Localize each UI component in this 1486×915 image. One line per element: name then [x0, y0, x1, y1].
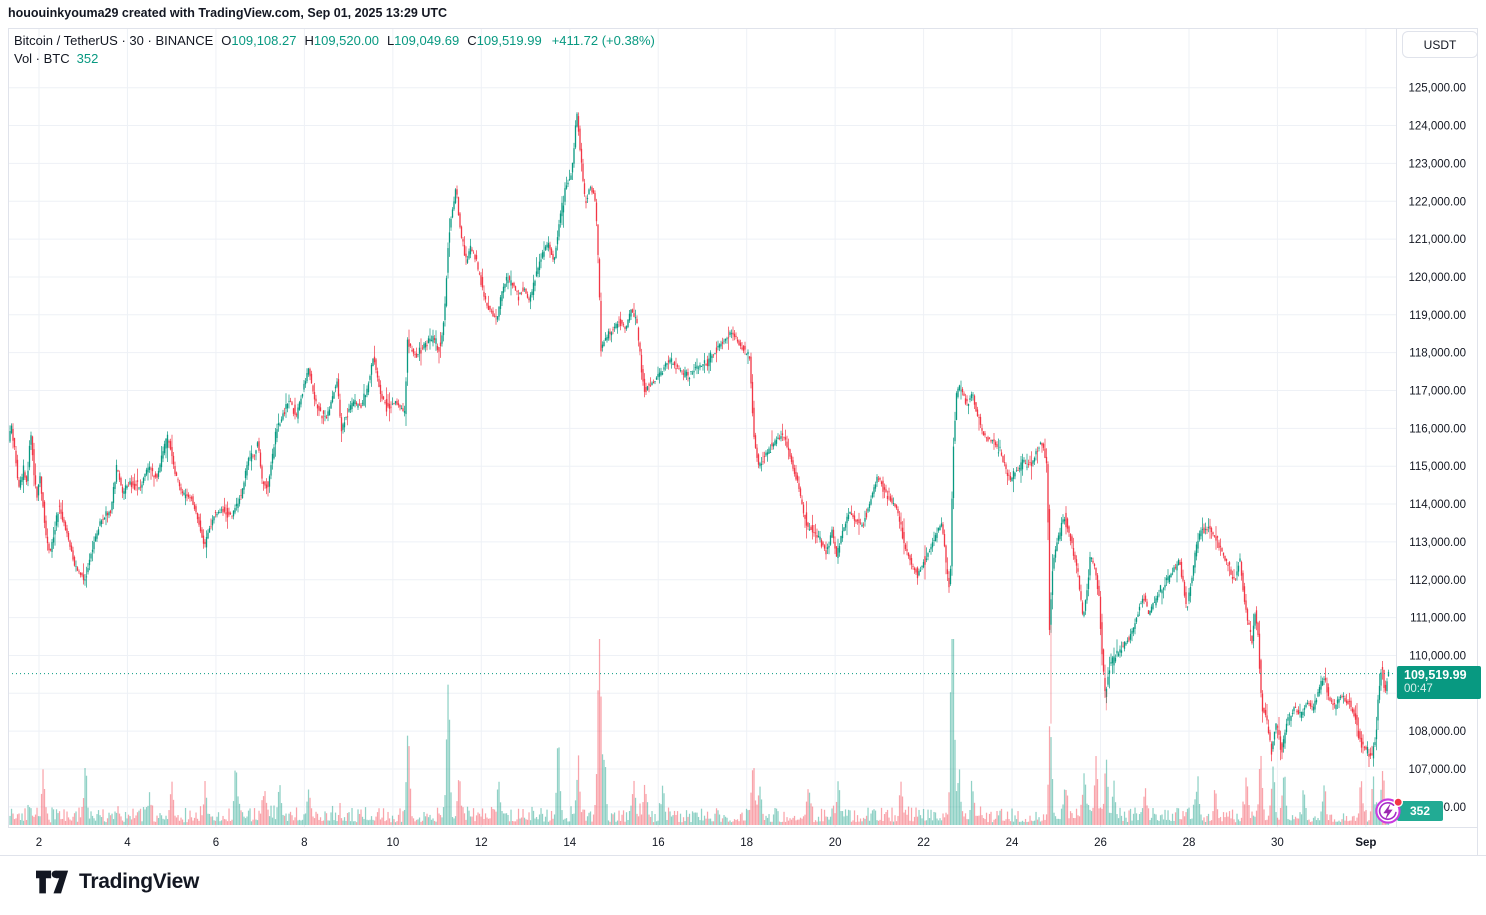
price-tick-label: 112,000.00: [1409, 575, 1466, 587]
time-tick-label: 20: [829, 837, 842, 849]
last-price-label[interactable]: 109,519.99 00:47: [1397, 666, 1481, 699]
price-tick-label: 110,000.00: [1409, 650, 1466, 662]
time-tick-label: 12: [475, 837, 488, 849]
time-tick-label: 18: [740, 837, 753, 849]
time-tick-label: 24: [1006, 837, 1019, 849]
price-tick-label: 125,000.00: [1408, 83, 1466, 95]
volume-layer: [9, 639, 1390, 825]
time-tick-label: 6: [213, 837, 219, 849]
price-tick-label: 108,000.00: [1408, 726, 1466, 738]
time-tick-label: 16: [652, 837, 665, 849]
volume-axis-label: 352: [1397, 801, 1443, 821]
time-tick-label: 28: [1183, 837, 1196, 849]
time-tick-label: 26: [1094, 837, 1107, 849]
time-tick-label: 22: [917, 837, 930, 849]
last-price-value: 109,519.99: [1404, 668, 1467, 682]
price-tick-label: 123,000.00: [1408, 158, 1466, 170]
price-tick-label: 120,000.00: [1408, 272, 1466, 284]
volume-indicator-icon[interactable]: [1374, 796, 1404, 826]
price-axis[interactable]: 125,000.00 124,000.00 123,000.00 122,000.00…: [1408, 83, 1466, 814]
time-tick-label: 10: [386, 837, 399, 849]
watermark-text: hououinkyouma29 created with TradingView…: [8, 6, 448, 20]
time-tick-label: 2: [36, 837, 42, 849]
time-tick-label: 8: [301, 837, 307, 849]
price-tick-label: 117,000.00: [1409, 386, 1466, 398]
price-tick-label: 113,000.00: [1409, 537, 1466, 549]
time-tick-label: 4: [124, 837, 131, 849]
price-tick-label: 107,000.00: [1408, 764, 1466, 776]
price-tick-label: 114,000.00: [1409, 499, 1466, 511]
currency-toggle-button[interactable]: USDT: [1402, 31, 1478, 58]
bar-countdown: 00:47: [1404, 683, 1433, 695]
price-tick-label: 121,000.00: [1408, 234, 1466, 246]
tradingview-logo-icon: [36, 870, 69, 894]
price-tick-label: 119,000.00: [1409, 310, 1466, 322]
time-axis[interactable]: 2 4 6 8 10 12 14 16 18 20 22 24 26 28 30 Sep: [36, 837, 1377, 849]
price-tick-label: 124,000.00: [1408, 121, 1466, 133]
lightning-bolt-icon: [1383, 803, 1393, 820]
time-tick-label: 30: [1271, 837, 1284, 849]
price-tick-label: 115,000.00: [1409, 461, 1466, 473]
pane-borders: [0, 28, 1486, 856]
price-tick-label: 111,000.00: [1410, 613, 1466, 625]
price-tick-label: 116,000.00: [1409, 423, 1466, 435]
time-tick-label: 14: [563, 837, 576, 849]
price-tick-label: 122,000.00: [1408, 196, 1466, 208]
brand-name: TradingView: [79, 870, 200, 893]
alert-dot: [1393, 797, 1404, 807]
candles-layer: [9, 112, 1390, 767]
time-tick-label: Sep: [1355, 837, 1376, 849]
tradingview-brand[interactable]: TradingView: [36, 869, 199, 895]
indicator-swirl: [1378, 802, 1397, 821]
price-tick-label: 118,000.00: [1409, 348, 1466, 360]
grid-layer: [8, 28, 1396, 827]
